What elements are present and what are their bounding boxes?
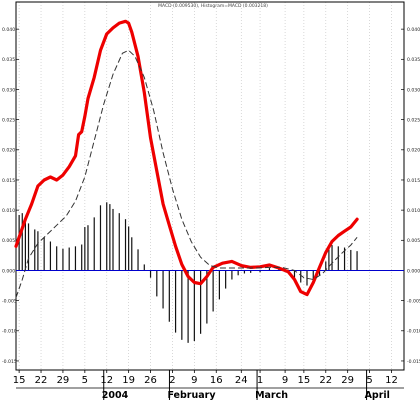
x-tick-label: 9 <box>282 375 288 386</box>
chart-grid <box>18 2 392 370</box>
period-label: 2004 <box>102 390 129 400</box>
period-label: February <box>167 390 216 400</box>
y-tick-label: 0.020 <box>407 148 420 154</box>
y-tick-label: 0.035 <box>407 57 420 63</box>
x-tick-label: 24 <box>235 375 248 386</box>
x-tick-label: 15 <box>13 375 26 386</box>
y-tick-label: 0.030 <box>2 87 15 93</box>
plot-frame <box>15 1 405 371</box>
y-tick-label: 0.015 <box>2 178 15 184</box>
y-tick-label: 0.025 <box>407 117 420 123</box>
y-tick-label: 0.030 <box>407 87 420 93</box>
signal-line <box>15 49 358 298</box>
y-tick-label: 0.010 <box>407 208 420 214</box>
x-tick-label: 5 <box>366 375 372 386</box>
y-tick-label: -0.005 <box>2 298 17 304</box>
y-tick-label: 0.005 <box>407 238 420 244</box>
y-tick-label: -0.015 <box>2 359 17 365</box>
chart-title: MACD (0.009530), Histogram=MACD (0.00321… <box>158 3 268 9</box>
y-tick-label: 0.015 <box>407 178 420 184</box>
macd-line <box>14 19 359 297</box>
y-tick-label: 0.020 <box>2 148 15 154</box>
y-tick-label: 0.040 <box>2 27 15 33</box>
x-tick-label: 12 <box>100 375 113 386</box>
y-tick-label: 0.000 <box>407 268 420 274</box>
y-tick-label: -0.010 <box>407 329 420 335</box>
x-tick-label: 16 <box>210 375 223 386</box>
period-label: April <box>365 390 390 400</box>
x-tick-label: 5 <box>82 375 88 386</box>
x-tick-label: 22 <box>35 375 48 386</box>
x-tick-label: 9 <box>191 375 197 386</box>
x-tick-label: 22 <box>319 375 332 386</box>
x-tick-label: 1 <box>257 375 263 386</box>
y-tick-label: 0.040 <box>407 27 420 33</box>
x-tick-label: 2 <box>169 375 175 386</box>
x-tick-label: 29 <box>341 375 354 386</box>
y-tick-label: 0.025 <box>2 117 15 123</box>
y-tick-label: -0.015 <box>407 359 420 365</box>
histogram <box>18 202 358 343</box>
y-tick-label: -0.010 <box>2 329 17 335</box>
y-tick-label: 0.035 <box>2 57 15 63</box>
period-label: March <box>255 390 288 400</box>
y-tick-label: -0.005 <box>407 298 420 304</box>
y-tick-label: 0.010 <box>2 208 15 214</box>
y-tick-label: 0.005 <box>2 238 15 244</box>
x-tick-label: 29 <box>57 375 70 386</box>
x-tick-label: 12 <box>385 375 398 386</box>
series-lines <box>14 19 404 298</box>
x-tick-label: 19 <box>122 375 135 386</box>
y-tick-label: 0.000 <box>2 268 15 274</box>
x-tick-label: 15 <box>298 375 311 386</box>
x-tick-label: 26 <box>144 375 157 386</box>
